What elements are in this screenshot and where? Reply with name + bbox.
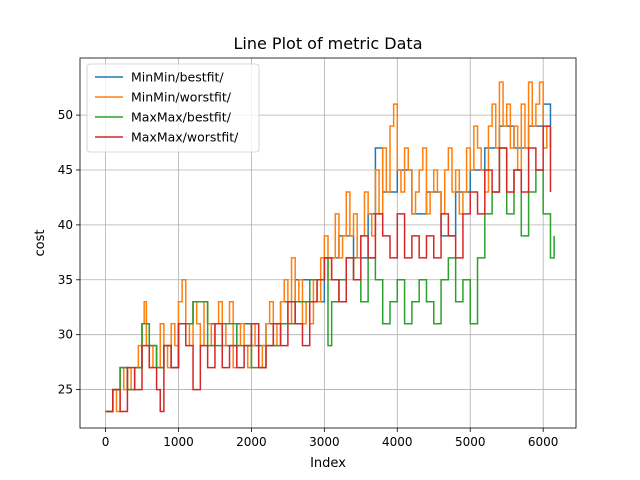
y-tick-label: 40 xyxy=(58,218,73,232)
y-axis-label: cost xyxy=(33,230,48,257)
x-tick-label: 2000 xyxy=(236,435,267,449)
chart-title: Line Plot of metric Data xyxy=(234,34,423,53)
legend: MinMin/bestfit/MinMin/worstfit/MaxMax/be… xyxy=(86,63,260,153)
x-axis-label: Index xyxy=(310,456,346,471)
x-tick-label: 0 xyxy=(102,435,110,449)
x-tick-label: 6000 xyxy=(528,435,559,449)
x-tick-label: 1000 xyxy=(163,435,194,449)
x-tick-label: 3000 xyxy=(309,435,340,449)
y-tick-label: 45 xyxy=(58,163,73,177)
legend-label-4: MaxMax/worstfit/ xyxy=(131,130,239,145)
x-tick-label: 5000 xyxy=(455,435,486,449)
legend-label-3: MaxMax/bestfit/ xyxy=(131,110,232,125)
legend-label-1: MinMin/bestfit/ xyxy=(131,70,224,85)
x-axis-ticks: 0 1000 2000 3000 4000 5000 6000 xyxy=(102,428,559,449)
legend-label-2: MinMin/worstfit/ xyxy=(131,90,232,105)
y-tick-label: 25 xyxy=(58,383,73,397)
y-tick-label: 35 xyxy=(58,273,73,287)
x-tick-label: 4000 xyxy=(382,435,413,449)
y-tick-label: 30 xyxy=(58,328,73,342)
plot-frame xyxy=(79,57,577,429)
y-axis-ticks: 25 30 35 40 45 50 xyxy=(58,108,80,397)
y-tick-label: 50 xyxy=(58,108,73,122)
legend-frame xyxy=(86,63,260,153)
series-layer xyxy=(105,81,555,413)
series-line-4 xyxy=(105,125,552,413)
